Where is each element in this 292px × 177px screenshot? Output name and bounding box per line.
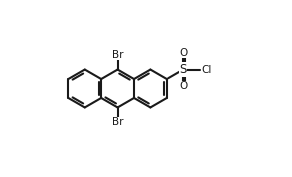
Text: Br: Br: [112, 50, 123, 60]
Text: O: O: [179, 48, 187, 58]
Text: O: O: [179, 81, 187, 91]
Text: Cl: Cl: [201, 65, 212, 75]
Text: Br: Br: [112, 117, 123, 127]
Text: S: S: [180, 63, 187, 76]
